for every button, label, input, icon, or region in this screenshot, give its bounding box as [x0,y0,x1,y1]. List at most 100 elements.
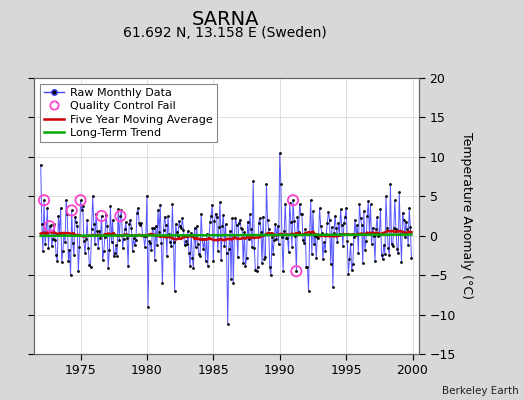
Point [161,222,170,228]
Point [149,225,158,231]
Point [404,242,412,248]
Point [305,230,314,237]
Point [108,217,117,223]
Point [266,264,274,270]
Point [197,210,205,217]
Point [352,232,361,238]
Point [143,192,151,199]
Point [272,236,281,242]
Point [139,233,148,240]
Point [50,221,58,227]
Y-axis label: Temperature Anomaly (°C): Temperature Anomaly (°C) [460,132,473,300]
Point [206,219,214,226]
Point [240,229,248,236]
Point [324,209,333,215]
Point [135,220,144,226]
Point [121,226,129,232]
Point [205,235,213,241]
Point [122,219,130,226]
Point [312,255,321,261]
Point [66,247,74,253]
Point [303,264,312,270]
Point [59,248,67,255]
Point [260,256,268,262]
Point [362,238,370,244]
Point [210,218,219,224]
Point [202,231,211,238]
Point [204,262,212,269]
Point [237,224,245,231]
Point [119,236,128,242]
Point [184,228,192,234]
Point [104,265,113,272]
Point [69,240,77,246]
Point [52,252,60,259]
Point [63,210,71,217]
Point [406,224,414,231]
Point [292,268,301,274]
Point [147,247,156,253]
Point [83,217,91,223]
Point [47,222,55,228]
Point [84,245,92,252]
Point [77,197,85,204]
Point [291,233,299,239]
Point [207,212,215,219]
Point [152,242,161,248]
Point [354,249,363,256]
Point [60,230,68,236]
Point [367,241,376,247]
Point [245,236,253,242]
Point [80,238,88,244]
Point [289,197,297,204]
Point [67,272,75,278]
Point [218,223,226,229]
Point [269,250,277,257]
Point [107,239,116,245]
Point [110,253,118,259]
Point [259,213,267,220]
Point [166,239,174,246]
Point [195,251,203,257]
Point [226,228,234,234]
Point [323,220,332,226]
Point [384,245,392,252]
Point [165,231,173,238]
Point [171,220,180,227]
Point [74,268,82,274]
Point [319,256,327,262]
Point [256,215,264,221]
Point [257,228,265,235]
Point [115,237,124,243]
Point [379,242,388,248]
Point [375,231,384,238]
Point [251,266,259,273]
Point [190,225,199,231]
Point [274,222,282,229]
Point [348,261,357,267]
Point [287,219,295,225]
Point [220,243,228,250]
Point [194,241,202,247]
Point [170,288,179,294]
Point [151,223,160,230]
Point [330,229,338,236]
Point [49,236,57,242]
Point [41,240,49,247]
Point [100,248,108,255]
Point [189,265,198,272]
Point [117,207,126,213]
Point [97,213,106,219]
Point [88,226,96,232]
Point [127,225,136,231]
Point [209,258,217,265]
Point [82,235,90,242]
Point [97,213,106,219]
Point [126,216,135,223]
Point [335,231,344,237]
Point [301,226,309,232]
Point [397,258,406,265]
Point [81,250,89,256]
Point [222,250,231,256]
Point [280,228,288,234]
